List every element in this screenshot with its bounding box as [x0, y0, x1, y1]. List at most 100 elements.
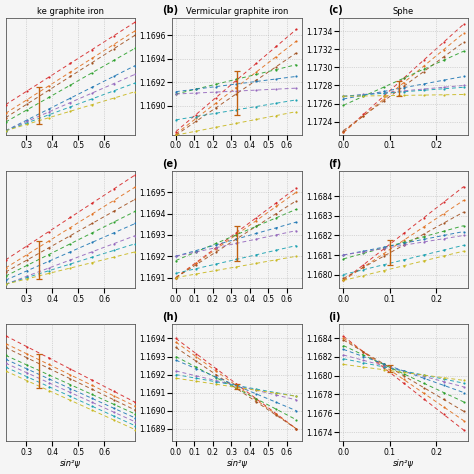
Point: [292, 37, 300, 45]
Point: [440, 228, 447, 235]
Point: [460, 398, 468, 406]
Point: [252, 103, 260, 110]
Point: [339, 346, 347, 353]
X-axis label: sin²ψ: sin²ψ: [393, 459, 414, 468]
Point: [172, 257, 180, 264]
Point: [67, 248, 74, 255]
Point: [67, 232, 74, 239]
Point: [67, 68, 74, 76]
Point: [400, 262, 407, 270]
Point: [67, 224, 74, 231]
Point: [420, 86, 428, 94]
Point: [88, 376, 96, 384]
Point: [131, 422, 139, 429]
Point: [380, 362, 387, 369]
Point: [380, 246, 387, 253]
Point: [380, 366, 387, 374]
Text: (e): (e): [162, 158, 177, 168]
Point: [232, 380, 240, 387]
Point: [339, 92, 347, 100]
Point: [460, 20, 468, 28]
Point: [67, 375, 74, 383]
Point: [252, 398, 260, 405]
Point: [360, 348, 367, 356]
Point: [292, 219, 300, 226]
Point: [339, 128, 347, 136]
Point: [380, 92, 387, 100]
Point: [292, 392, 300, 400]
Point: [45, 114, 53, 121]
Point: [110, 392, 118, 400]
Point: [88, 391, 96, 398]
Point: [339, 127, 347, 135]
Point: [400, 367, 407, 375]
Point: [380, 250, 387, 257]
Point: [110, 404, 118, 412]
Point: [23, 369, 31, 377]
Point: [23, 365, 31, 373]
Point: [172, 90, 180, 98]
Point: [131, 248, 139, 255]
X-axis label: sin²ψ: sin²ψ: [60, 459, 81, 468]
Point: [45, 267, 53, 274]
Point: [292, 84, 300, 92]
Point: [110, 416, 118, 424]
Point: [110, 401, 118, 408]
Text: (f): (f): [328, 158, 342, 168]
Point: [131, 232, 139, 239]
Point: [192, 260, 200, 267]
Point: [440, 53, 447, 61]
Point: [339, 277, 347, 284]
Point: [252, 230, 260, 237]
Point: [232, 90, 240, 98]
Point: [460, 228, 468, 235]
Point: [2, 101, 9, 109]
Point: [252, 395, 260, 402]
Point: [23, 377, 31, 384]
Point: [420, 230, 428, 238]
Point: [110, 94, 118, 102]
Point: [88, 248, 96, 255]
Point: [45, 94, 53, 101]
Point: [440, 382, 447, 389]
Point: [88, 210, 96, 218]
Point: [172, 131, 180, 139]
Point: [212, 267, 220, 274]
Point: [212, 109, 220, 117]
Point: [67, 397, 74, 404]
Point: [360, 250, 367, 257]
Point: [23, 96, 31, 103]
Point: [360, 112, 367, 119]
Point: [360, 266, 367, 273]
Point: [45, 354, 53, 362]
Point: [45, 270, 53, 277]
Point: [2, 276, 9, 284]
Point: [420, 374, 428, 382]
Point: [172, 367, 180, 375]
Point: [339, 277, 347, 284]
Point: [67, 381, 74, 389]
Point: [2, 352, 9, 359]
Point: [23, 275, 31, 283]
Point: [380, 89, 387, 97]
Point: [23, 273, 31, 281]
Point: [67, 240, 74, 247]
Point: [400, 256, 407, 264]
Point: [212, 240, 220, 247]
Point: [2, 127, 9, 135]
Point: [420, 214, 428, 222]
Point: [172, 130, 180, 138]
Point: [400, 88, 407, 96]
Point: [172, 274, 180, 282]
Point: [67, 365, 74, 373]
Point: [131, 79, 139, 87]
Point: [440, 56, 447, 64]
Point: [110, 240, 118, 247]
Point: [110, 396, 118, 403]
Point: [380, 364, 387, 371]
Point: [212, 248, 220, 256]
Point: [45, 105, 53, 113]
Point: [252, 386, 260, 394]
Point: [380, 97, 387, 105]
Point: [252, 385, 260, 393]
